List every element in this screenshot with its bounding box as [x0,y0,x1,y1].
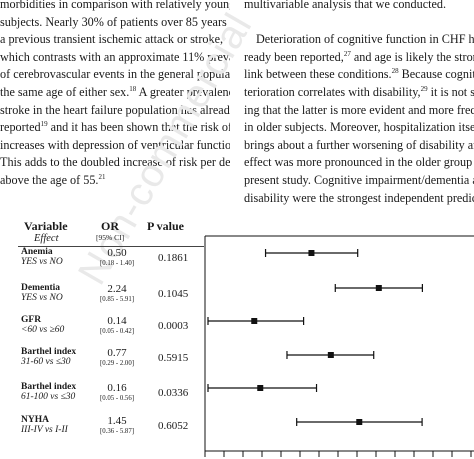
header-variable: Variable [24,219,68,233]
row-effect: III-IV vs I-II [21,425,68,435]
header-or: OR [101,219,119,233]
row-variable-name: GFR [21,315,42,325]
row-variable-name: Barthel index [21,382,77,392]
row-odds-ratio: 0.50 [107,247,127,259]
row-variable-name: Anemia [21,247,53,257]
row-effect: YES vs NO [21,293,63,303]
text-line: present study. Cognitive impairment/deme… [244,172,474,187]
row-confidence-interval: [0.18 - 1.40] [100,260,134,267]
text-line: reported19 and it has been shown that th… [0,120,230,135]
header-pvalue: P value [147,219,185,233]
row-variable-name: Barthel index [21,347,77,357]
odds-ratio-point [356,419,363,425]
row-p-value: 0.5915 [158,352,189,364]
header-effect: Effect [34,233,59,244]
row-variable-name: NYHA [21,415,49,425]
row-odds-ratio: 0.14 [107,315,127,327]
body-text-right-column: multivariable analysis that we conducted… [244,0,474,207]
row-variable-name: Dementia [21,283,61,293]
row-effect: YES vs NO [21,257,63,267]
text-line: stroke in the heart failure population h… [0,102,230,117]
text-line: increases with depression of ventricular… [0,137,230,152]
text-line: ing that the latter is more evident and … [244,102,474,117]
row-p-value: 0.1861 [158,252,189,264]
text-line: in older subjects. Moreover, hospitaliza… [244,120,474,135]
header-divider [18,246,204,247]
text-line: disability were the strongest independen… [244,190,474,205]
text-line: which contrasts with an approximate 11% … [0,49,230,64]
odds-ratio-point [327,352,334,358]
header-ci: [95% CI] [96,233,125,242]
row-confidence-interval: [0.05 - 0.42] [100,328,134,335]
text-line: multivariable analysis that we conducted… [244,0,447,11]
text-line: link between these conditions.28 Because… [244,67,474,82]
row-confidence-interval: [0.29 - 2.00] [100,360,134,367]
text-line: subjects. Nearly 30% of patients over 85… [0,14,230,29]
text-line: Deterioration of cognitive function in C… [256,32,474,47]
text-line: effect was more pronounced in the older … [244,155,474,170]
row-confidence-interval: [0.85 - 5.91] [100,296,134,303]
row-odds-ratio: 1.45 [107,415,127,427]
row-confidence-interval: [0.05 - 0.56] [100,395,134,402]
row-odds-ratio: 0.16 [107,382,127,394]
row-p-value: 0.6052 [158,420,189,432]
text-line: brings about a further worsening of disa… [244,137,474,152]
body-text-left-column: morbidities in comparison with relativel… [0,0,230,190]
text-line: morbidities in comparison with relativel… [0,0,230,11]
text-line: above the age of 55.21 [0,172,106,187]
text-line: terioration correlates with disability,2… [244,84,474,99]
text-line: the same age of either sex.18 A greater … [0,84,230,99]
odds-ratio-point [251,318,258,324]
row-p-value: 0.0003 [158,320,189,332]
row-p-value: 0.0336 [158,387,189,399]
row-odds-ratio: 0.77 [107,347,127,359]
row-effect: <60 vs ≥60 [21,325,65,335]
text-line: a previous transient ischemic attack or … [0,32,224,47]
row-effect: 31-60 vs ≤30 [21,357,71,367]
text-line: This adds to the doubled increase of ris… [0,155,230,170]
row-p-value: 0.1045 [158,288,189,300]
odds-ratio-point [257,385,264,391]
text-line: ready been reported,27 and age is likely… [244,49,474,64]
text-line: of cerebrovascular events in the general… [0,67,230,82]
row-confidence-interval: [0.36 - 5.87] [100,428,134,435]
row-odds-ratio: 2.24 [107,283,127,295]
row-effect: 61-100 vs ≤30 [21,392,76,402]
odds-ratio-point [308,250,315,256]
odds-ratio-point [375,285,382,291]
